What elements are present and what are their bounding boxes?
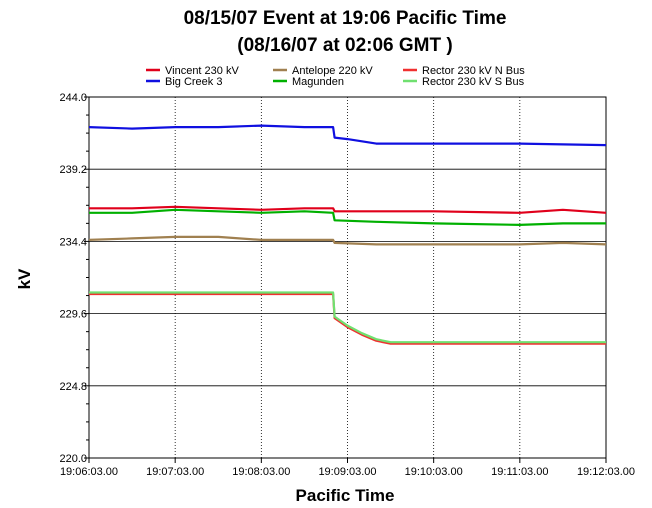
y-tick-label: 229.6 bbox=[59, 309, 87, 321]
chart-title-line-1: 08/15/07 Event at 19:06 Pacific Time bbox=[184, 8, 507, 29]
series-line bbox=[88, 124, 607, 147]
x-tick-label: 19:11:03.00 bbox=[491, 466, 548, 478]
x-tick-label: 19:07:03.00 bbox=[146, 466, 204, 478]
y-tick-label: 239.2 bbox=[59, 164, 87, 176]
legend: Vincent 230 kV Antelope 220 kV Rector 230 … bbox=[146, 65, 525, 88]
series-line bbox=[89, 205, 607, 214]
series-line bbox=[88, 235, 607, 246]
legend-label: Antelope 220 kV bbox=[292, 65, 373, 77]
series-line bbox=[89, 208, 606, 226]
chart-title-line-2: (08/16/07 at 02:06 GMT ) bbox=[237, 35, 452, 56]
y-tick-label: 244.0 bbox=[59, 92, 87, 104]
y-tick-label: 224.8 bbox=[59, 381, 87, 393]
grid bbox=[89, 97, 606, 458]
x-tick-label: 19:12:03.00 bbox=[577, 466, 635, 478]
series-line bbox=[89, 292, 606, 345]
x-axis: 19:06:03.00 19:07:03.00 19:08:03.00 19:09:0… bbox=[60, 458, 635, 478]
x-tick-label: 19:10:03.00 bbox=[405, 466, 463, 478]
x-tick-label: 19:06:03.00 bbox=[60, 466, 118, 478]
y-axis: 220.0 224.8 229.6 234.4 239.2 244.0 bbox=[59, 92, 89, 465]
y-tick-label: 220.0 bbox=[59, 453, 87, 465]
legend-label: Big Creek 3 bbox=[165, 76, 222, 88]
legend-label: Rector 230 kV N Bus bbox=[422, 65, 525, 77]
y-axis-title: kV bbox=[15, 268, 34, 289]
legend-label: Rector 230 kV S Bus bbox=[422, 76, 525, 88]
series-lines bbox=[88, 124, 607, 345]
legend-label: Magunden bbox=[292, 76, 344, 88]
legend-label: Vincent 230 kV bbox=[165, 65, 239, 77]
x-tick-label: 19:08:03.00 bbox=[232, 466, 290, 478]
y-tick-label: 234.4 bbox=[59, 236, 87, 248]
x-tick-label: 19:09:03.00 bbox=[318, 466, 376, 478]
x-axis-title: Pacific Time bbox=[296, 486, 395, 505]
series-line bbox=[89, 291, 606, 344]
